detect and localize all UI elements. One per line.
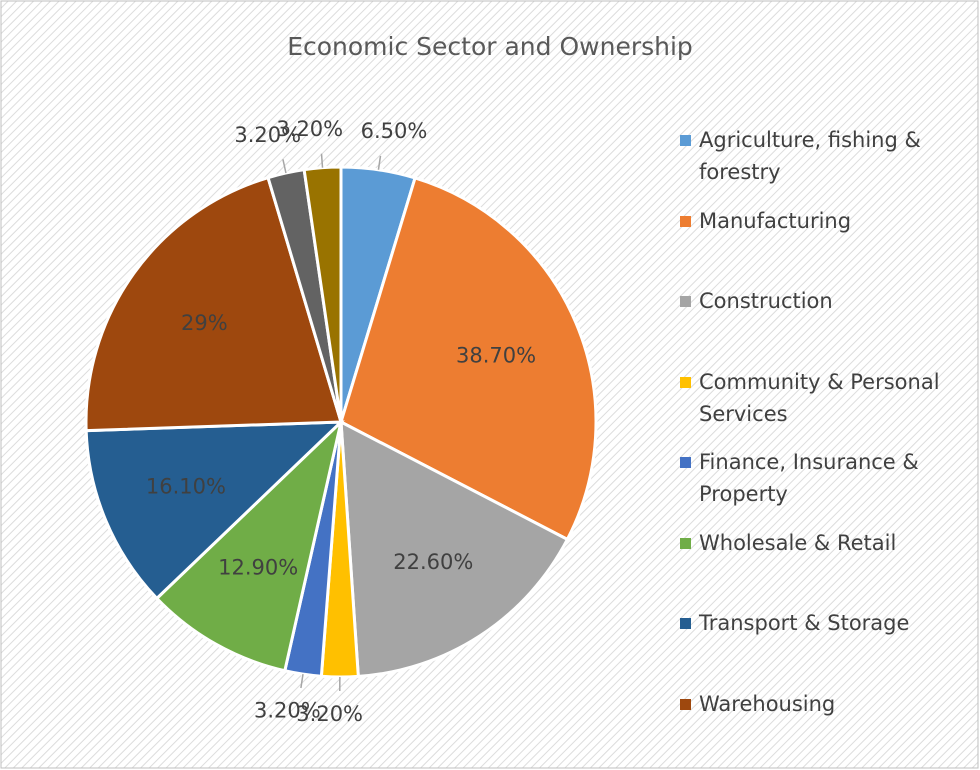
legend-label: Wholesale & Retail <box>699 530 897 555</box>
legend-label: Transport & Storage <box>699 611 910 635</box>
legend-swatch <box>680 215 691 227</box>
legend-swatch <box>680 537 691 549</box>
pie-slice <box>339 419 570 679</box>
legend-item: Warehousing <box>680 688 970 720</box>
legend-swatch <box>680 457 691 468</box>
data-label: 16.10% <box>146 474 226 498</box>
legend-item: Wholesale & Retail <box>680 527 970 559</box>
legend-item: Community & Personal Services <box>680 366 970 430</box>
legend-label: Construction <box>699 289 833 313</box>
legend-item: Construction <box>680 285 970 317</box>
legend-label: Finance, Insurance & Property <box>699 450 919 506</box>
legend-label: Agriculture, fishing & forestry <box>699 128 921 184</box>
data-label: 12.90% <box>218 556 298 580</box>
leader-line <box>377 155 382 170</box>
legend-label: Community & Personal Services <box>699 369 940 426</box>
data-label: 3.20% <box>254 699 321 723</box>
legend-item: Agriculture, fishing & forestry <box>680 124 970 188</box>
legend-swatch <box>680 618 691 629</box>
legend-label: Manufacturing <box>699 208 852 233</box>
legend-swatch <box>680 296 691 307</box>
pie-slice <box>84 420 345 601</box>
legend-label: Warehousing <box>699 691 836 716</box>
data-label: 6.50% <box>361 119 428 143</box>
leader-line <box>320 153 324 168</box>
legend-item: Finance, Insurance & Property <box>680 446 970 510</box>
legend-swatch <box>680 135 691 146</box>
data-label: 22.60% <box>393 550 473 574</box>
pie-slice <box>154 417 344 673</box>
legend-swatch <box>680 698 691 710</box>
data-label: 29% <box>181 311 228 335</box>
data-label: 3.20% <box>296 702 363 726</box>
leader-line <box>282 159 287 174</box>
data-label: 3.20% <box>234 123 301 147</box>
data-label: 38.70% <box>456 344 536 368</box>
legend-item: Manufacturing <box>680 205 970 237</box>
data-label: 3.20% <box>276 117 343 141</box>
leader-line <box>300 674 304 689</box>
legend-item: Transport & Storage <box>680 607 970 639</box>
legend-swatch <box>680 376 691 388</box>
pie-slice <box>84 175 343 433</box>
chart-title: Economic Sector and Ownership <box>287 32 693 61</box>
pie-slice <box>339 176 598 542</box>
